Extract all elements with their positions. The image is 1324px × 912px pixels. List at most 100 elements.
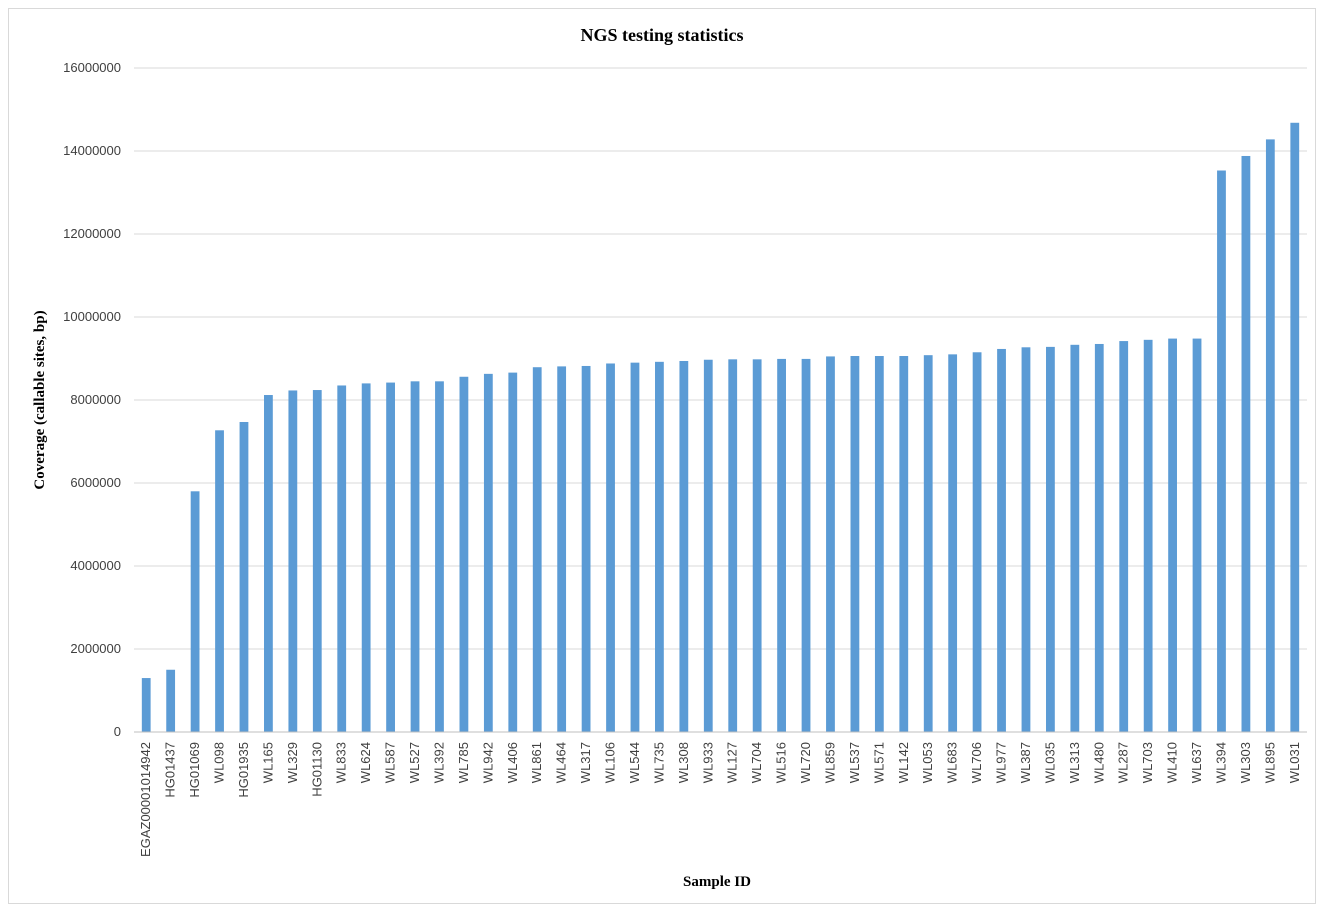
x-tick-label: WL571 bbox=[871, 742, 886, 783]
bar-wl394 bbox=[1217, 170, 1226, 732]
x-tick-label: HG01935 bbox=[236, 742, 251, 798]
bar-wl127 bbox=[728, 359, 738, 732]
x-tick-label: WL308 bbox=[676, 742, 691, 783]
bar-wl480 bbox=[1094, 343, 1104, 732]
bar-wl895 bbox=[1265, 139, 1275, 732]
bar-wl571 bbox=[874, 356, 884, 732]
x-tick-label: WL394 bbox=[1213, 742, 1228, 783]
bar-hg01130 bbox=[312, 390, 322, 732]
x-tick-label: WL127 bbox=[725, 742, 740, 783]
bar-wl308 bbox=[679, 360, 689, 732]
x-tick-label: WL704 bbox=[749, 742, 764, 783]
bar-wl587 bbox=[386, 382, 395, 732]
x-tick-label: EGAZ00001014942 bbox=[138, 742, 153, 857]
bar-wl683 bbox=[948, 354, 958, 732]
bar-wl053 bbox=[923, 355, 933, 732]
x-tick-label: WL387 bbox=[1018, 742, 1033, 783]
bar-wl933 bbox=[703, 359, 713, 732]
x-tick-label: HG01069 bbox=[187, 742, 202, 798]
bar-wl392 bbox=[435, 381, 444, 732]
x-tick-label: WL035 bbox=[1042, 742, 1057, 783]
bar-wl165 bbox=[264, 395, 273, 732]
y-tick-label: 10000000 bbox=[63, 309, 121, 324]
x-tick-label: WL833 bbox=[334, 742, 349, 783]
x-tick-label: WL031 bbox=[1287, 742, 1302, 783]
bar-wl329 bbox=[288, 390, 298, 732]
x-tick-label: WL942 bbox=[480, 742, 495, 783]
x-tick-label: WL317 bbox=[578, 742, 593, 783]
y-tick-label: 8000000 bbox=[70, 392, 121, 407]
x-axis-ticks: EGAZ00001014942 HG01437 HG01069 WL098 HG0193… bbox=[138, 742, 1302, 857]
bar-wl977 bbox=[997, 348, 1006, 732]
x-tick-label: WL527 bbox=[407, 742, 422, 783]
bar-wl031 bbox=[1290, 122, 1300, 732]
x-tick-label: WL537 bbox=[847, 742, 862, 783]
x-tick-label: WL516 bbox=[774, 742, 789, 783]
x-tick-label: WL098 bbox=[212, 742, 227, 783]
y-axis-title: Coverage (callable sites, bp) bbox=[32, 310, 48, 489]
bar-wl703 bbox=[1143, 339, 1153, 732]
bar-wl527 bbox=[410, 381, 420, 732]
bar-wl142 bbox=[899, 356, 909, 732]
bar-wl861 bbox=[532, 367, 542, 732]
bar-wl098 bbox=[215, 430, 224, 732]
x-tick-label: WL785 bbox=[456, 742, 471, 783]
gridlines bbox=[134, 67, 1307, 650]
bar-wl106 bbox=[606, 363, 615, 732]
bar-wl516 bbox=[777, 358, 786, 732]
bar-wl720 bbox=[801, 358, 811, 732]
x-tick-label: WL859 bbox=[822, 742, 837, 783]
x-axis-title: Sample ID bbox=[683, 874, 751, 890]
bar-wl942 bbox=[483, 373, 493, 732]
x-tick-label: WL464 bbox=[554, 742, 569, 783]
x-tick-label: WL106 bbox=[603, 742, 618, 783]
x-tick-label: WL933 bbox=[700, 742, 715, 783]
bar-wl637 bbox=[1192, 338, 1202, 732]
x-tick-label: WL895 bbox=[1262, 742, 1277, 783]
x-tick-label: WL544 bbox=[627, 742, 642, 783]
y-tick-label: 16000000 bbox=[63, 60, 121, 75]
bar-wl859 bbox=[826, 356, 835, 732]
bar-hg01069 bbox=[190, 491, 200, 732]
y-tick-label: 14000000 bbox=[63, 143, 121, 158]
bar-wl704 bbox=[752, 359, 762, 732]
x-tick-label: WL053 bbox=[920, 742, 935, 783]
y-tick-label: 4000000 bbox=[70, 558, 121, 573]
x-tick-label: WL142 bbox=[896, 742, 911, 783]
x-tick-label: WL287 bbox=[1116, 742, 1131, 783]
bar-wl303 bbox=[1241, 155, 1251, 733]
x-tick-label: WL587 bbox=[383, 742, 398, 783]
x-tick-label: WL703 bbox=[1140, 742, 1155, 783]
x-tick-label: WL480 bbox=[1091, 742, 1106, 783]
bar-wl387 bbox=[1021, 347, 1031, 732]
x-tick-label: WL624 bbox=[358, 742, 373, 783]
bar-wl035 bbox=[1046, 346, 1055, 732]
x-tick-label: WL720 bbox=[798, 742, 813, 783]
bar-wl406 bbox=[508, 372, 518, 732]
bar-wl537 bbox=[850, 356, 860, 732]
x-tick-label: HG01130 bbox=[309, 742, 324, 797]
x-tick-label: WL303 bbox=[1238, 742, 1253, 783]
bars bbox=[141, 122, 1300, 733]
bar-wl785 bbox=[459, 376, 469, 732]
bar-wl313 bbox=[1070, 344, 1080, 732]
bar-hg01437 bbox=[166, 669, 176, 732]
x-tick-label: WL637 bbox=[1189, 742, 1204, 783]
x-tick-label: WL683 bbox=[945, 742, 960, 783]
bar-wl410 bbox=[1168, 338, 1177, 732]
y-tick-label: 0 bbox=[114, 724, 121, 739]
bar-wl317 bbox=[581, 365, 591, 732]
y-tick-label: 2000000 bbox=[70, 641, 121, 656]
bar-wl464 bbox=[557, 366, 567, 732]
x-tick-label: WL977 bbox=[994, 742, 1009, 783]
x-tick-label: WL313 bbox=[1067, 742, 1082, 783]
x-tick-label: WL410 bbox=[1165, 742, 1180, 783]
x-tick-label: WL329 bbox=[285, 742, 300, 783]
x-tick-label: WL735 bbox=[651, 742, 666, 783]
x-tick-label: WL861 bbox=[529, 742, 544, 783]
y-tick-label: 6000000 bbox=[70, 475, 121, 490]
y-axis-ticks: 0 2000000 4000000 6000000 8000000 10000000 120… bbox=[63, 60, 121, 739]
x-tick-label: WL392 bbox=[431, 742, 446, 783]
bar-hg01935 bbox=[239, 421, 249, 732]
